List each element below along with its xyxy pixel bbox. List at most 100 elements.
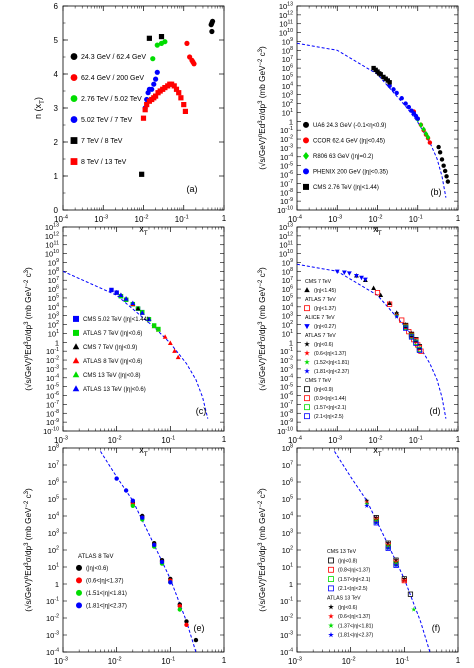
y-tick-label: 102 <box>282 320 293 329</box>
data-point <box>381 74 386 80</box>
legend-entry: ATLAS 8 TeV (|η|<0.6) <box>83 359 142 365</box>
y-axis-label: (√s/GeV)nEd3σ/dp3 (mb GeV−2 c3) <box>24 267 33 391</box>
y-tick-label: 1012 <box>279 231 293 240</box>
legend-marker <box>70 116 78 123</box>
data-point <box>184 619 189 624</box>
y-tick-label: 10-10 <box>277 427 293 436</box>
y-tick-label: 103 <box>48 529 59 538</box>
y-tick-label: 104 <box>282 512 293 521</box>
legend-entry: (|η|<0.6) <box>314 342 334 348</box>
x-tick-label: 10-4 <box>288 214 302 224</box>
data-point <box>130 503 136 508</box>
y-tick-label: 108 <box>48 444 59 453</box>
x-tick-label: 10-4 <box>288 435 302 445</box>
legend-marker <box>70 95 78 102</box>
plot-area <box>100 451 199 652</box>
y-axis-label: n (xT) <box>33 97 46 119</box>
legend-marker <box>303 137 309 144</box>
legend-entry: (|η|<1.37) <box>314 306 336 312</box>
y-tick-label: 102 <box>282 546 293 555</box>
x-tick-label: 10-1 <box>409 214 423 224</box>
y-axis-label: (√s/GeV)nEd3σ/dp3 (mb GeV−2 c3) <box>258 488 267 612</box>
series-c-5 <box>114 289 152 322</box>
y-tick-label: 10-2 <box>46 614 59 623</box>
y-tick-label: 103 <box>48 311 59 320</box>
y-tick-label: 101 <box>48 563 59 572</box>
legend-marker <box>70 158 78 165</box>
legend-marker <box>328 613 334 619</box>
legend-marker <box>73 315 79 322</box>
y-tick-label: 1 <box>289 338 293 347</box>
legend-marker <box>76 577 82 584</box>
legend-marker <box>304 341 310 347</box>
y-tick-label: 1013 <box>45 223 59 232</box>
y-tick-label: 106 <box>282 64 293 73</box>
y-tick-label: 109 <box>282 37 293 46</box>
legend-entry: (2.1<|η|<2.5) <box>338 586 368 592</box>
data-point <box>184 622 189 627</box>
data-point <box>406 104 412 110</box>
data-point <box>135 305 141 311</box>
data-point <box>427 140 433 145</box>
data-point <box>182 108 189 114</box>
y-tick-label: 101 <box>48 329 59 338</box>
series-b-4 <box>371 65 392 85</box>
y-tick-label: 105 <box>282 73 293 82</box>
data-point <box>146 316 152 322</box>
y-tick-label: 10-9 <box>280 197 293 206</box>
y-tick-label: 10-2 <box>280 135 293 144</box>
legend-marker <box>304 368 310 374</box>
x-tick-label: 10-3 <box>94 214 108 224</box>
legend-group-title: ALICE 7 TeV <box>305 315 335 321</box>
y-tick-label: 10-9 <box>46 418 59 427</box>
legend-marker <box>304 305 310 312</box>
y-tick-label: 10-9 <box>280 418 293 427</box>
data-point <box>193 637 199 643</box>
y-tick-label: 101 <box>282 108 293 117</box>
data-point <box>444 174 449 179</box>
series-f-7 <box>364 503 399 568</box>
data-point <box>154 42 160 48</box>
y-tick-label: 101 <box>282 329 293 338</box>
legend-entry: (1.81<|η|<2.37) <box>314 369 350 375</box>
data-point <box>162 334 168 339</box>
y-tick-label: 1013 <box>279 2 293 11</box>
y-tick-label: 109 <box>48 258 59 267</box>
data-point <box>140 115 147 121</box>
legend-entry: CMS 5.02 TeV (|η|<1.44) <box>83 317 149 323</box>
data-point <box>162 39 168 45</box>
panel-label: (f) <box>432 623 441 633</box>
legend: CMS 5.02 TeV (|η|<1.44) ATLAS 7 TeV (|η|<… <box>72 315 149 393</box>
data-point <box>391 87 396 92</box>
y-tick-label: 10-10 <box>43 427 59 436</box>
y-tick-label: 102 <box>48 320 59 329</box>
legend-marker <box>304 350 310 356</box>
data-point <box>139 310 145 315</box>
data-point <box>167 340 173 345</box>
legend-entry: 8 TeV / 13 TeV <box>81 159 127 166</box>
data-point <box>387 80 392 85</box>
y-tick-label: 1010 <box>279 249 293 258</box>
legend-marker <box>73 329 79 336</box>
data-point <box>445 179 451 184</box>
x-tick-label: 1 <box>456 214 461 223</box>
data-point <box>156 327 161 332</box>
data-point <box>346 271 352 276</box>
y-tick-label: 0 <box>54 206 59 215</box>
legend-entry: CMS 2.76 TeV (|η|<1.44) <box>313 185 379 191</box>
x-tick-label: 10-2 <box>369 214 383 224</box>
data-point <box>413 340 419 346</box>
legend-entry: CMS 7 TeV (|η|<0.9) <box>83 345 137 351</box>
series-b-3 <box>387 83 420 121</box>
data-point <box>394 90 399 96</box>
fit-curve <box>100 451 197 652</box>
series-d-10 <box>403 325 423 353</box>
data-point <box>130 300 136 306</box>
data-point <box>385 545 391 551</box>
y-tick-label: 10-1 <box>46 597 59 606</box>
data-point <box>374 290 381 296</box>
legend-entry: 2.76 TeV / 5.02 TeV <box>81 96 142 103</box>
legend-entry: (0.6<|η|<1.37) <box>314 351 347 357</box>
data-point <box>151 542 157 548</box>
